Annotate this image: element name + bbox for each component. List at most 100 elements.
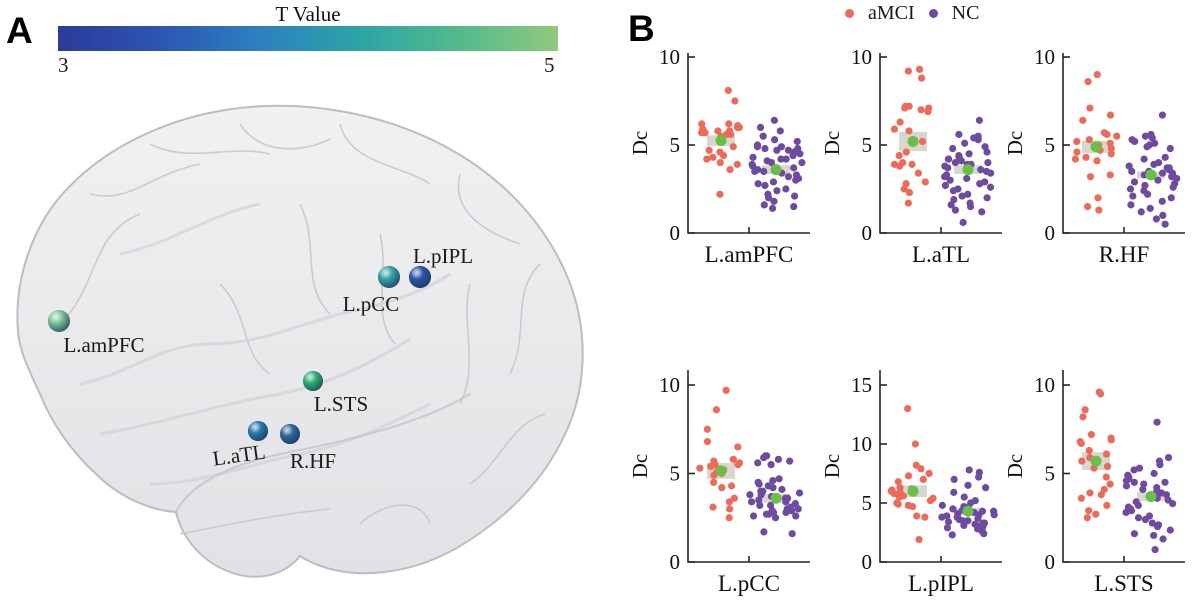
scatter-point-aMCI — [904, 199, 912, 207]
scatter-point-aMCI — [729, 143, 737, 151]
scatter-point-NC — [769, 178, 778, 186]
scatter-point-NC — [778, 485, 786, 494]
scatter-point-NC — [1159, 211, 1167, 219]
scatter-point-NC — [756, 123, 765, 131]
scatter-point-NC — [798, 159, 806, 167]
scatter-point-NC — [1150, 160, 1158, 168]
y-tick-label: 5 — [862, 133, 873, 157]
scatter-point-NC — [1143, 190, 1152, 198]
scatter-point-NC — [1140, 480, 1148, 488]
brain-fissures — [79, 202, 451, 486]
scatter-point-NC — [1167, 194, 1175, 202]
brain-outline — [16, 104, 584, 578]
colorbar-min-tick: 3 — [58, 53, 69, 77]
scatter-point-aMCI — [701, 129, 709, 137]
roi-label-L.pCC: L.pCC — [343, 292, 400, 316]
scatter-point-aMCI — [905, 188, 913, 197]
scatter-point-NC — [782, 498, 790, 506]
scatter-point-aMCI — [1106, 171, 1114, 179]
scatter-point-aMCI — [1107, 144, 1115, 153]
scatter-point-NC — [1150, 469, 1158, 478]
y-tick-label: 10 — [1034, 373, 1055, 397]
scatter-point-NC — [1134, 501, 1142, 509]
y-tick-label: 0 — [670, 221, 681, 245]
scatter-point-aMCI — [719, 151, 728, 160]
scatter-point-NC — [1122, 476, 1131, 485]
scatter-point-NC — [760, 528, 768, 536]
scatter-point-NC — [947, 201, 955, 209]
scatter-point-aMCI — [890, 125, 899, 133]
mean-dot-aMCI — [907, 135, 919, 147]
x-axis-label: L.amPFC — [705, 242, 794, 267]
scatter-point-NC — [955, 130, 963, 139]
scatter-point-NC — [747, 498, 756, 506]
scatter-point-aMCI — [731, 97, 739, 105]
scatter-point-NC — [964, 190, 972, 198]
scatter-point-aMCI — [1083, 203, 1092, 211]
scatter-point-NC — [1153, 523, 1162, 531]
y-tick-label: 5 — [862, 491, 873, 515]
y-tick-label: 5 — [670, 133, 681, 157]
scatter-point-NC — [791, 192, 799, 200]
scatter-point-aMCI — [1087, 430, 1096, 439]
scatter-point-NC — [1141, 132, 1150, 140]
scatter-point-NC — [1158, 111, 1167, 119]
scatter-point-NC — [981, 484, 990, 492]
scatter-point-NC — [1135, 464, 1144, 472]
legend-item-amci: aMCI — [845, 2, 915, 25]
scatter-point-aMCI — [1103, 501, 1111, 509]
scatter-point-NC — [1127, 201, 1135, 209]
scatter-point-NC — [770, 197, 778, 205]
scatter-point-NC — [773, 146, 781, 154]
scatter-point-aMCI — [727, 482, 736, 490]
scatter-point-NC — [983, 194, 991, 202]
scatter-point-aMCI — [1097, 491, 1105, 499]
scatter-point-NC — [980, 530, 988, 538]
scatter-point-NC — [1137, 208, 1145, 216]
scatter-point-NC — [786, 457, 794, 465]
scatter-point-NC — [943, 524, 952, 532]
scatter-point-aMCI — [709, 153, 717, 161]
panel-a-label: A — [6, 10, 33, 51]
scatter-point-aMCI — [905, 127, 913, 135]
scatter-point-aMCI — [725, 514, 733, 522]
scatter-point-aMCI — [710, 478, 718, 486]
scatter-point-aMCI — [1093, 71, 1101, 79]
scatter-point-aMCI — [703, 425, 711, 433]
scatter-point-aMCI — [1086, 489, 1094, 497]
scatter-point-NC — [771, 514, 780, 522]
roi-label-L.STS: L.STS — [314, 392, 368, 416]
scatter-point-NC — [961, 139, 969, 147]
scatter-point-NC — [1150, 531, 1158, 540]
scatter-point-aMCI — [1103, 130, 1111, 139]
mean-dot-NC — [962, 164, 974, 176]
scatter-point-NC — [1129, 192, 1137, 200]
scatter-point-aMCI — [716, 159, 724, 167]
scatter-point-NC — [768, 204, 777, 212]
scatter-point-NC — [960, 493, 968, 501]
scatter-point-NC — [1141, 515, 1149, 524]
scatter-point-NC — [769, 484, 777, 492]
scatter-point-aMCI — [714, 127, 722, 135]
scatter-point-aMCI — [1093, 157, 1101, 165]
scatter-point-NC — [755, 480, 763, 488]
scatter-point-NC — [957, 157, 965, 165]
brain-sulci — [59, 123, 546, 535]
legend-item-nc: NC — [928, 2, 979, 25]
scatter-point-aMCI — [725, 120, 733, 128]
scatter-point-aMCI — [894, 478, 902, 486]
scatter-point-aMCI — [915, 535, 923, 544]
scatter-point-NC — [746, 491, 754, 499]
mean-dot-NC — [962, 505, 974, 517]
scatter-point-NC — [948, 531, 956, 539]
scatter-point-NC — [1130, 478, 1138, 486]
mean-dot-aMCI — [1090, 141, 1102, 153]
scatter-point-aMCI — [894, 500, 902, 508]
scatter-point-aMCI — [730, 494, 738, 502]
roi-label-R.HF: R.HF — [290, 449, 336, 473]
scatter-point-aMCI — [918, 137, 927, 146]
scatter-point-aMCI — [716, 190, 724, 198]
scatter-point-NC — [792, 176, 800, 184]
scatter-point-NC — [762, 510, 771, 518]
